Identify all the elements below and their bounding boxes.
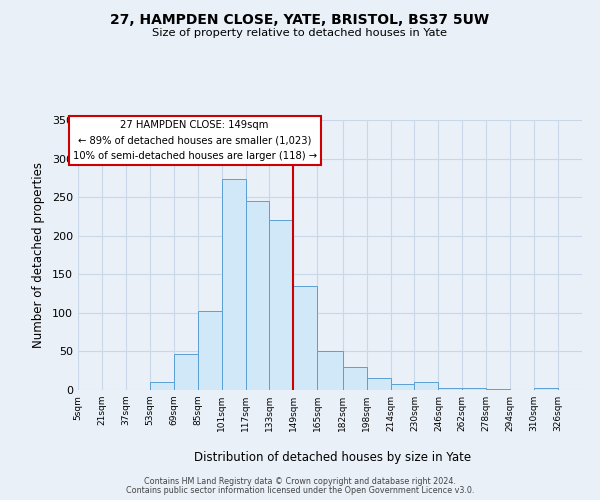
Text: Size of property relative to detached houses in Yate: Size of property relative to detached ho… xyxy=(152,28,448,38)
Bar xyxy=(197,310,221,390)
Y-axis label: Number of detached properties: Number of detached properties xyxy=(32,162,45,348)
Text: Distribution of detached houses by size in Yate: Distribution of detached houses by size … xyxy=(194,451,472,464)
Bar xyxy=(174,354,197,390)
Bar xyxy=(415,382,439,390)
Bar xyxy=(463,388,486,390)
Bar xyxy=(150,382,174,390)
Text: Contains public sector information licensed under the Open Government Licence v3: Contains public sector information licen… xyxy=(126,486,474,495)
Text: 27, HAMPDEN CLOSE, YATE, BRISTOL, BS37 5UW: 27, HAMPDEN CLOSE, YATE, BRISTOL, BS37 5… xyxy=(110,12,490,26)
Bar xyxy=(269,220,293,390)
Bar xyxy=(221,180,245,390)
Text: 27 HAMPDEN CLOSE: 149sqm
← 89% of detached houses are smaller (1,023)
10% of sem: 27 HAMPDEN CLOSE: 149sqm ← 89% of detach… xyxy=(73,120,317,162)
Text: Contains HM Land Registry data © Crown copyright and database right 2024.: Contains HM Land Registry data © Crown c… xyxy=(144,477,456,486)
Bar xyxy=(486,389,510,390)
Bar xyxy=(534,388,558,390)
Bar xyxy=(439,388,463,390)
Bar xyxy=(317,352,343,390)
Bar xyxy=(391,384,415,390)
Bar xyxy=(343,367,367,390)
Bar xyxy=(245,201,269,390)
Bar xyxy=(367,378,391,390)
Bar xyxy=(293,286,317,390)
